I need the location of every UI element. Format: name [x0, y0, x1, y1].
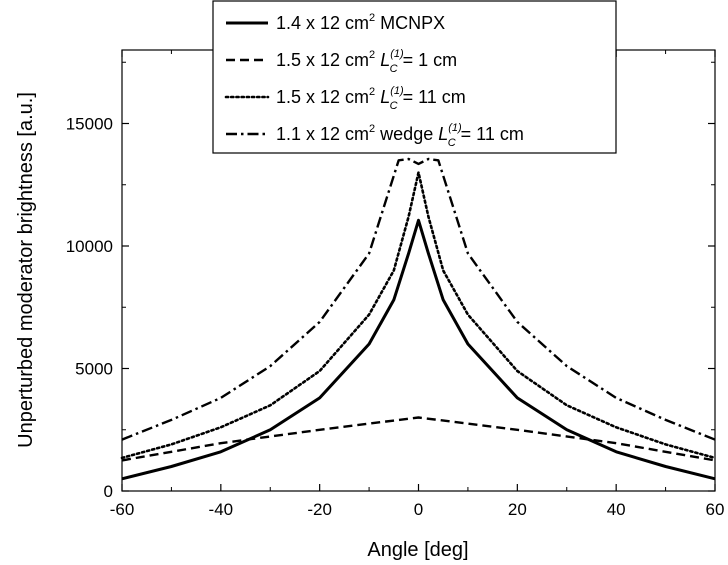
tick-labels: -60 -40 -20 0 20 40 60 0 5000 10000 15000	[66, 115, 725, 520]
series-line-4	[121, 157, 716, 441]
x-tick-label: -20	[307, 500, 332, 519]
x-tick-label: 0	[414, 500, 423, 519]
y-tick-label: 15000	[66, 115, 113, 134]
series-line-2	[121, 416, 716, 462]
series-line-1	[121, 218, 716, 481]
y-tick-label: 5000	[75, 360, 113, 379]
legend-label-2: 1.5 x 12 cm2 L(1) C = 1 cm	[276, 48, 457, 75]
series-line-3	[120, 171, 717, 460]
y-axis-label: Unperturbed moderator brightness [a.u.]	[15, 92, 37, 448]
x-axis-label: Angle [deg]	[367, 539, 468, 561]
legend-label-4: 1.1 x 12 cm2 wedge L(1) C = 11 cm	[276, 122, 524, 149]
legend: 1.4 x 12 cm2 MCNPX 1.5 x 12 cm2 L(1) C = 1…	[212, 0, 617, 154]
x-tick-label: -60	[110, 500, 135, 519]
x-tick-label: 20	[508, 500, 527, 519]
y-tick-label: 0	[104, 482, 113, 501]
x-tick-label: 60	[706, 500, 725, 519]
x-tick-label: 40	[607, 500, 626, 519]
x-tick-label: -40	[209, 500, 234, 519]
legend-label-3: 1.5 x 12 cm2 L(1) C = 11 cm	[276, 85, 466, 112]
y-tick-label: 10000	[66, 237, 113, 256]
series-lines	[120, 157, 717, 481]
legend-box	[212, 0, 617, 154]
legend-label-1: 1.4 x 12 cm2 MCNPX	[276, 12, 445, 33]
